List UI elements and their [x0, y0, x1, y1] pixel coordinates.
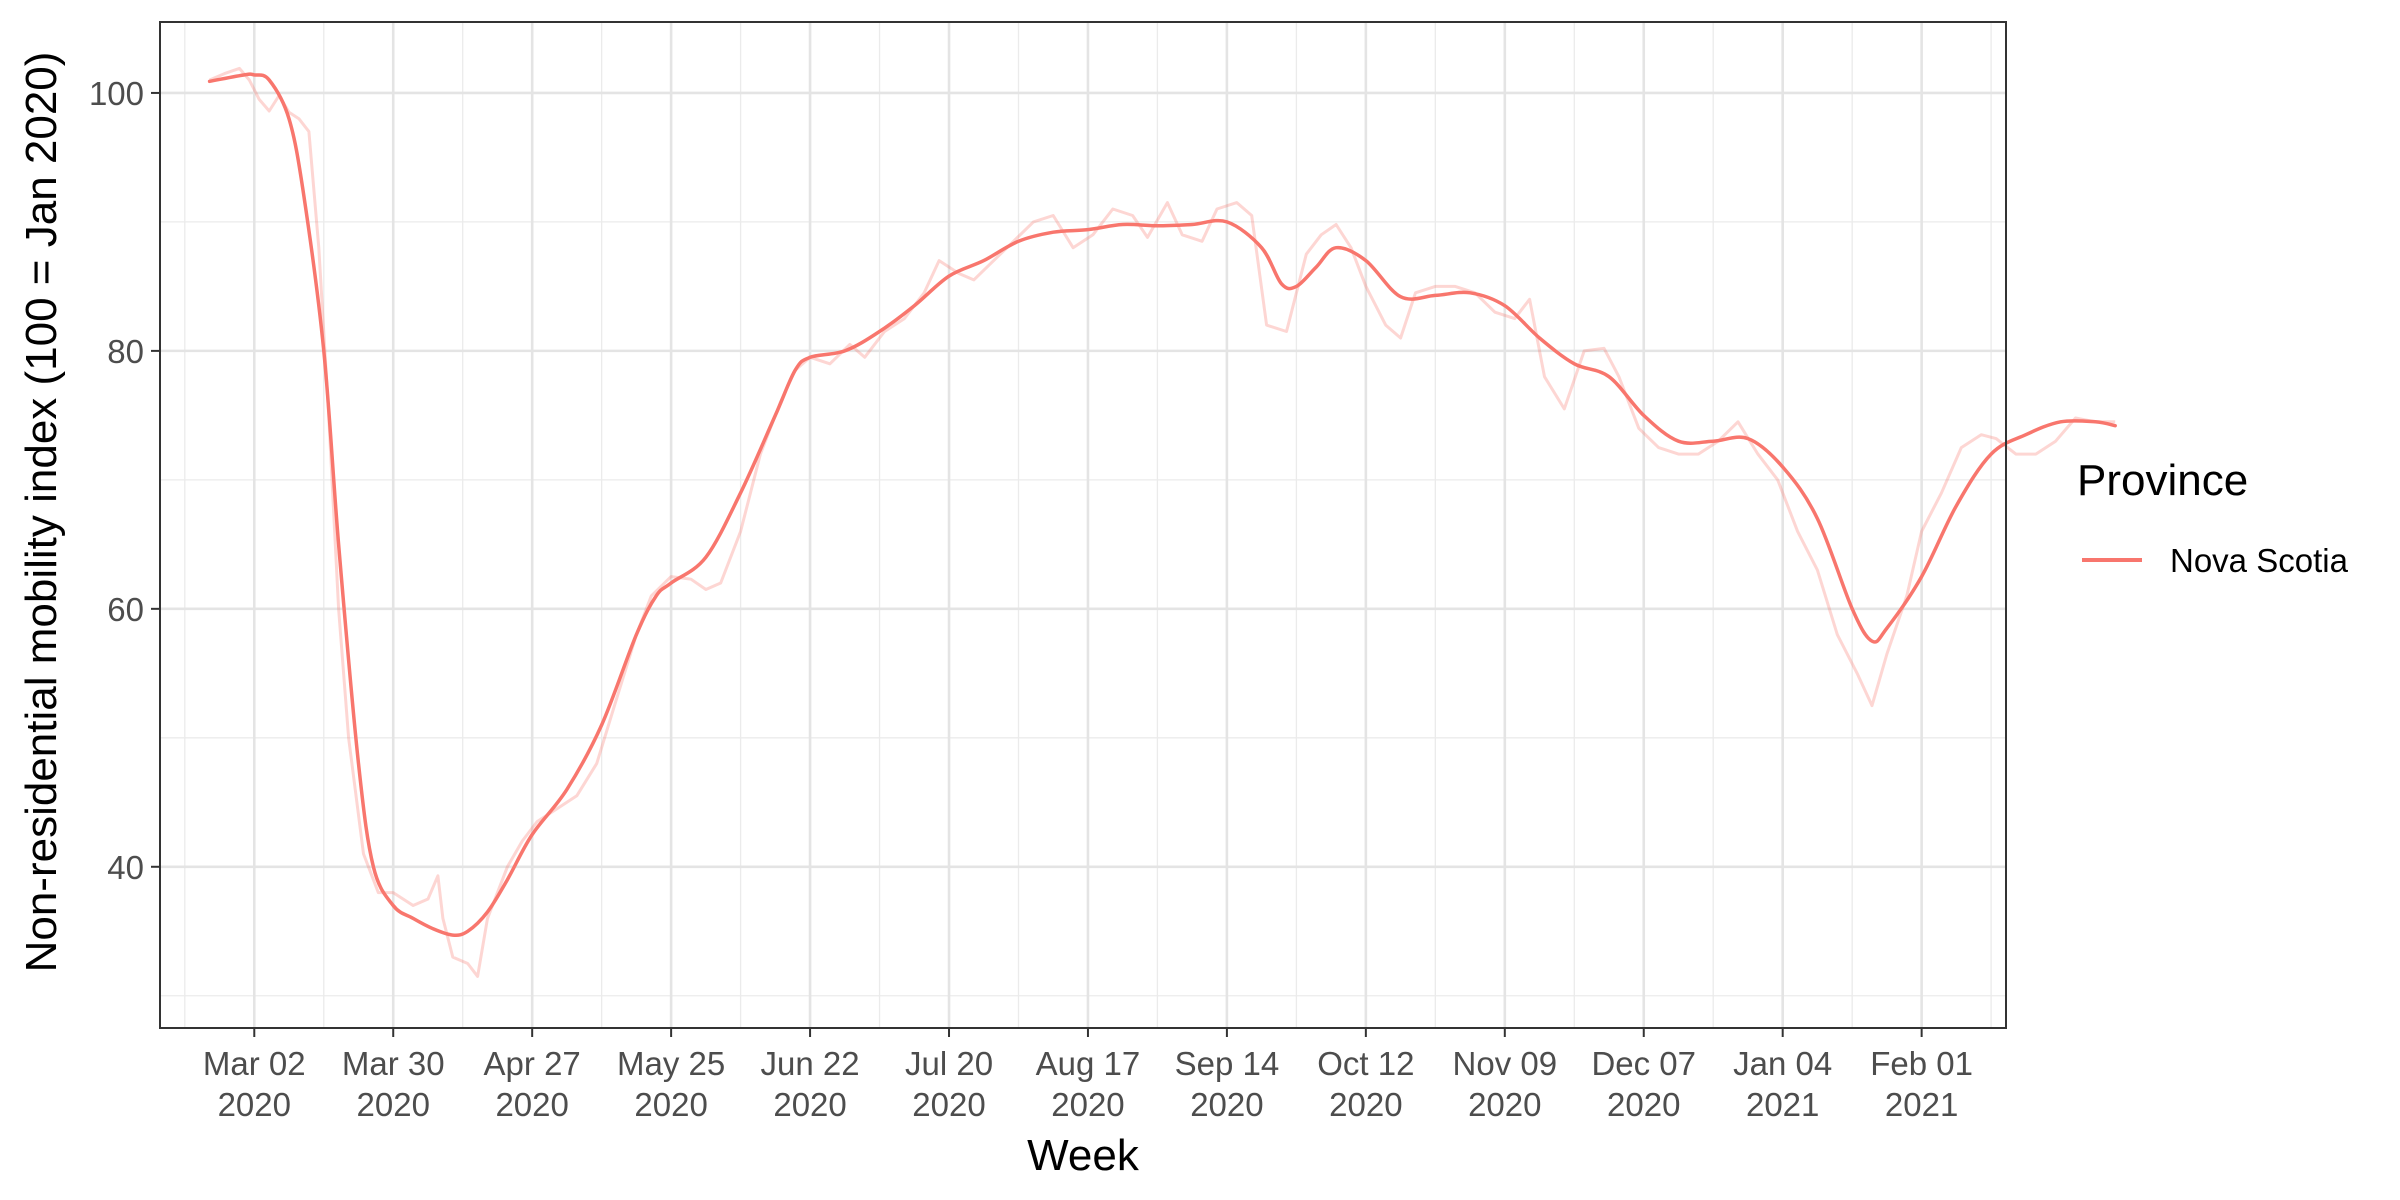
x-tick-label-year: 2021 — [1746, 1086, 1819, 1123]
x-tick-label: Sep 14 — [1175, 1045, 1280, 1082]
legend: Province Nova Scotia — [2077, 456, 2349, 579]
x-tick-label: Jan 04 — [1733, 1045, 1832, 1082]
x-tick-label-year: 2020 — [495, 1086, 568, 1123]
x-tick-label-year: 2020 — [912, 1086, 985, 1123]
x-tick-label: Mar 30 — [342, 1045, 445, 1082]
x-tick-label-year: 2020 — [634, 1086, 707, 1123]
legend-title: Province — [2077, 456, 2248, 505]
x-tick-label: Nov 09 — [1453, 1045, 1558, 1082]
x-tick-label: Jul 20 — [905, 1045, 993, 1082]
x-tick-label-year: 2020 — [357, 1086, 430, 1123]
y-tick-label: 80 — [107, 333, 144, 370]
x-tick-label: Oct 12 — [1317, 1045, 1414, 1082]
x-tick-label: Aug 17 — [1036, 1045, 1141, 1082]
x-tick-label-year: 2020 — [1468, 1086, 1541, 1123]
y-tick-label: 60 — [107, 591, 144, 628]
y-tick-label: 100 — [89, 75, 144, 112]
x-tick-label-year: 2020 — [1190, 1086, 1263, 1123]
raw-series-line-nova-scotia — [209, 66, 2116, 978]
x-tick-label-year: 2020 — [1607, 1086, 1680, 1123]
x-tick-label-year: 2020 — [1051, 1086, 1124, 1123]
x-axis-title: Week — [1027, 1131, 1140, 1180]
x-tick-label-year: 2020 — [773, 1086, 846, 1123]
y-axis-title: Non-residential mobility index (100 = Ja… — [17, 52, 66, 973]
x-tick-label-year: 2020 — [1329, 1086, 1402, 1123]
x-tick-label: Jun 22 — [761, 1045, 860, 1082]
x-tick-label-year: 2020 — [218, 1086, 291, 1123]
x-tick-label: Dec 07 — [1591, 1045, 1696, 1082]
x-tick-label-year: 2021 — [1885, 1086, 1958, 1123]
y-tick-label: 40 — [107, 849, 144, 886]
grid-lines — [160, 22, 2006, 1028]
x-tick-label: Mar 02 — [203, 1045, 306, 1082]
axes: Mar 02 2020 Mar 30 2020 Apr 27 2020 May 25 2020… — [89, 75, 1973, 1123]
x-tick-label: Feb 01 — [1870, 1045, 1973, 1082]
series-lines — [207, 66, 2117, 978]
legend-label-nova-scotia: Nova Scotia — [2170, 542, 2349, 579]
plot-panel-border — [159, 21, 2007, 1029]
smoothed-series-line-nova-scotia — [207, 72, 2117, 938]
x-tick-label: Apr 27 — [484, 1045, 581, 1082]
x-tick-label: May 25 — [617, 1045, 725, 1082]
